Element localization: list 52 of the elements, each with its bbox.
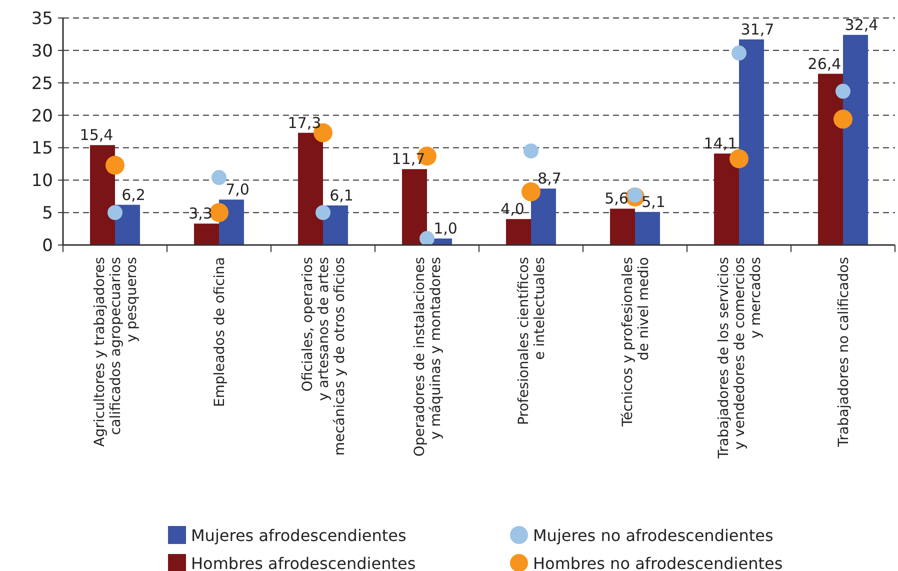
- point: [210, 203, 228, 222]
- bar: [298, 132, 323, 245]
- data-label: 5,1: [642, 192, 666, 211]
- legend-label: Hombres no afrodescendientes: [533, 554, 783, 571]
- y-tick-label: 25: [31, 74, 53, 94]
- y-tick-label: 15: [31, 138, 53, 159]
- legend-label: Hombres afrodescendientes: [191, 554, 416, 571]
- data-label: 26,4: [808, 54, 842, 73]
- data-label: 32,4: [844, 16, 878, 34]
- point: [108, 205, 122, 220]
- bar: [739, 39, 764, 245]
- y-tick-label: 30: [31, 41, 53, 62]
- point: [730, 149, 748, 168]
- data-label: 6,2: [122, 186, 146, 204]
- point: [316, 205, 330, 220]
- point: [106, 156, 124, 175]
- y-tick-label: 0: [42, 236, 53, 256]
- data-label: 17,3: [288, 114, 322, 132]
- point: [732, 46, 746, 61]
- point: [834, 110, 852, 129]
- point: [524, 143, 538, 158]
- bar: [323, 205, 348, 245]
- point: [836, 84, 850, 99]
- data-label: 7,0: [226, 180, 250, 199]
- bar: [194, 224, 219, 245]
- legend-label: Mujeres no afrodescendientes: [533, 526, 774, 545]
- data-label: 15,4: [80, 126, 114, 144]
- x-tick-label: Agricultores y trabajadores calificados agropecuarios y pesqueros: [92, 257, 140, 447]
- data-label: 4,0: [500, 200, 524, 218]
- point: [420, 231, 434, 246]
- x-tick-label: Trabajadores no calificados: [836, 257, 852, 448]
- bar: [531, 188, 556, 245]
- legend-label: Mujeres afrodescendientes: [191, 526, 406, 545]
- y-tick-label: 35: [31, 9, 53, 29]
- data-label: 6,1: [330, 186, 354, 204]
- data-label: 31,7: [740, 20, 774, 38]
- bar: [818, 74, 843, 245]
- bar: [635, 212, 660, 245]
- bar: [843, 34, 868, 245]
- bar: [714, 154, 739, 245]
- y-tick-label: 5: [42, 204, 53, 224]
- y-tick-label: 10: [31, 171, 53, 192]
- data-label: 8,7: [538, 170, 562, 188]
- bar: [402, 169, 427, 245]
- point: [212, 170, 226, 186]
- data-label: 1,0: [434, 220, 458, 238]
- y-tick-label: 20: [31, 106, 53, 126]
- bar: [90, 145, 115, 245]
- bar: [610, 208, 635, 245]
- point: [522, 182, 540, 202]
- bar: [506, 219, 531, 245]
- x-tick-label: Empleados de oficina: [212, 257, 228, 408]
